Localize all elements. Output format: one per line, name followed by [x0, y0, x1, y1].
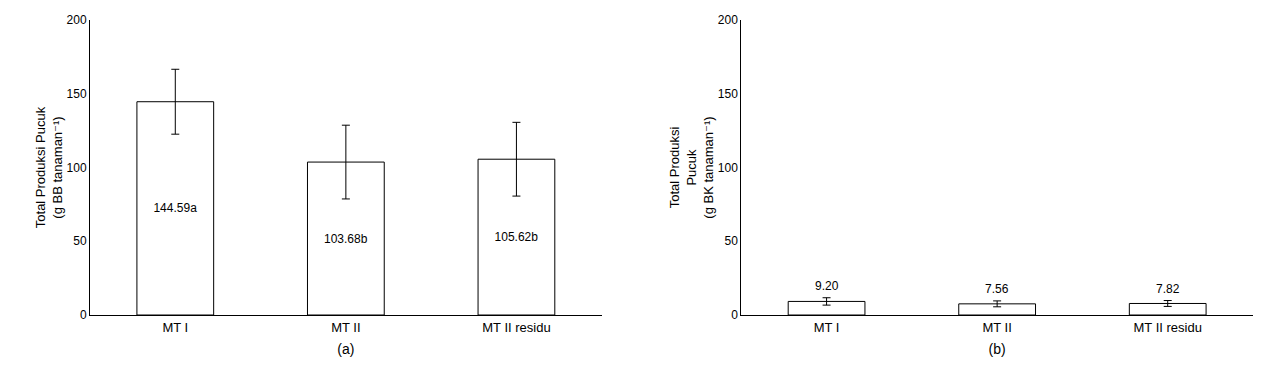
svg-text:MT II residu: MT II residu: [1134, 320, 1202, 335]
svg-text:Total ProduksiPucuk(g BK tanam: Total ProduksiPucuk(g BK tanaman⁻¹): [667, 116, 716, 218]
svg-text:100: 100: [67, 161, 87, 175]
svg-text:Total Produksi Pucuk(g BB tana: Total Produksi Pucuk(g BB tanaman⁻¹): [33, 106, 65, 228]
svg-text:MT II: MT II: [982, 320, 1011, 335]
svg-text:0: 0: [731, 308, 738, 322]
svg-text:MT II: MT II: [331, 320, 360, 335]
svg-text:150: 150: [67, 87, 87, 101]
svg-text:200: 200: [718, 13, 738, 27]
svg-text:(a): (a): [337, 341, 354, 357]
svg-text:150: 150: [718, 87, 738, 101]
svg-text:7.56: 7.56: [985, 282, 1009, 296]
svg-text:50: 50: [725, 234, 739, 248]
svg-text:0: 0: [80, 308, 87, 322]
svg-text:MT II residu: MT II residu: [482, 320, 550, 335]
svg-text:(b): (b): [989, 341, 1006, 357]
svg-text:144.59a: 144.59a: [153, 201, 197, 215]
svg-text:MT I: MT I: [162, 320, 188, 335]
svg-text:9.20: 9.20: [815, 279, 839, 293]
svg-text:MT I: MT I: [814, 320, 840, 335]
svg-text:105.62b: 105.62b: [495, 230, 539, 244]
svg-text:7.82: 7.82: [1156, 282, 1180, 296]
svg-text:50: 50: [73, 234, 87, 248]
svg-text:103.68b: 103.68b: [324, 232, 368, 246]
svg-text:100: 100: [718, 161, 738, 175]
svg-text:200: 200: [67, 13, 87, 27]
